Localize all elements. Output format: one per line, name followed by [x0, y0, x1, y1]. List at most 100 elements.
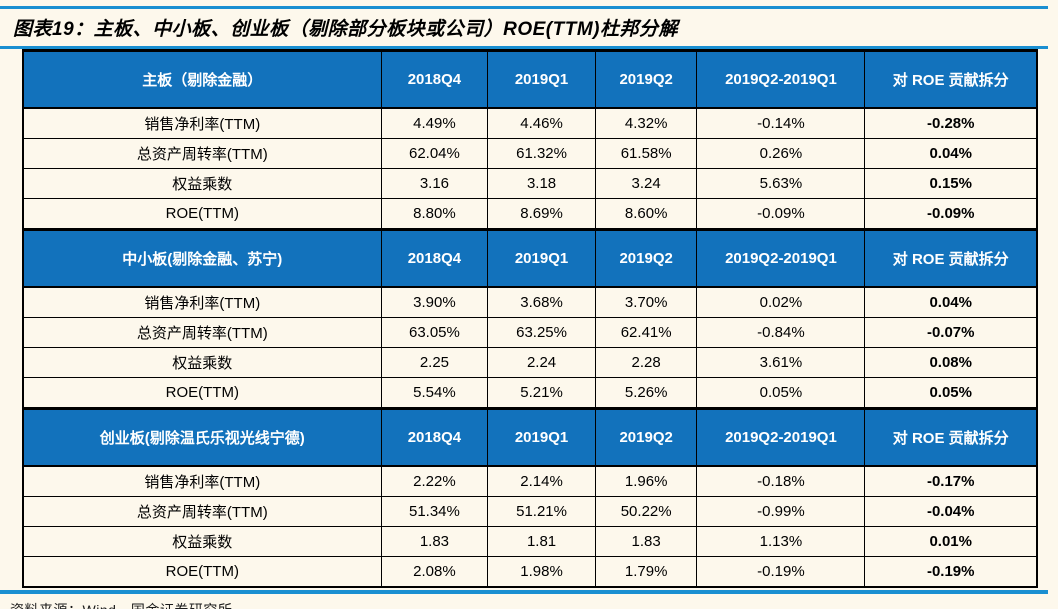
value-cell: 3.24: [594, 168, 698, 199]
metric-label: 总资产周转率(TTM): [22, 138, 382, 169]
table-bottom-rule: [0, 590, 1048, 594]
value-cell: 1.13%: [696, 526, 866, 557]
table-row: 销售净利率(TTM) 4.49% 4.46% 4.32% -0.14% -0.2…: [22, 107, 1038, 139]
contribution-cell: 0.04%: [864, 138, 1038, 169]
col-header-2019q2: 2019Q2: [594, 407, 698, 467]
value-cell: 0.02%: [696, 286, 866, 318]
col-header-diff: 2019Q2-2019Q1: [696, 49, 866, 109]
contribution-cell: 0.01%: [864, 526, 1038, 557]
col-header-diff: 2019Q2-2019Q1: [696, 407, 866, 467]
roe-dupont-table: 主板（剔除金融） 2018Q4 2019Q1 2019Q2 2019Q2-201…: [22, 49, 1038, 588]
metric-label: 销售净利率(TTM): [22, 465, 382, 497]
value-cell: 61.58%: [594, 138, 698, 169]
value-cell: 3.90%: [380, 286, 489, 318]
value-cell: 1.83: [594, 526, 698, 557]
contribution-cell: 0.04%: [864, 286, 1038, 318]
value-cell: 61.32%: [487, 138, 596, 169]
contribution-cell: -0.09%: [864, 198, 1038, 230]
value-cell: 4.49%: [380, 107, 489, 139]
value-cell: 5.54%: [380, 377, 489, 409]
value-cell: 51.34%: [380, 496, 489, 527]
value-cell: 51.21%: [487, 496, 596, 527]
value-cell: 3.61%: [696, 347, 866, 378]
col-header-2019q2: 2019Q2: [594, 228, 698, 288]
value-cell: 5.21%: [487, 377, 596, 409]
table-row: ROE(TTM) 5.54% 5.21% 5.26% 0.05% 0.05%: [22, 377, 1038, 409]
value-cell: 62.41%: [594, 317, 698, 348]
value-cell: 1.79%: [594, 556, 698, 588]
value-cell: -0.14%: [696, 107, 866, 139]
table-row: 权益乘数 1.83 1.81 1.83 1.13% 0.01%: [22, 526, 1038, 557]
value-cell: 63.25%: [487, 317, 596, 348]
value-cell: 2.28: [594, 347, 698, 378]
title-divider-rule: [0, 46, 1048, 49]
col-header-roe-contribution: 对 ROE 贡献拆分: [864, 228, 1038, 288]
section-header-chinext-board: 创业板(剔除温氏乐视光线宁德) 2018Q4 2019Q1 2019Q2 201…: [22, 407, 1038, 467]
value-cell: 2.14%: [487, 465, 596, 497]
value-cell: 0.05%: [696, 377, 866, 409]
value-cell: 2.22%: [380, 465, 489, 497]
contribution-cell: -0.04%: [864, 496, 1038, 527]
col-header-2018q4: 2018Q4: [380, 407, 489, 467]
metric-label: 总资产周转率(TTM): [22, 496, 382, 527]
contribution-cell: -0.19%: [864, 556, 1038, 588]
table-row: 权益乘数 3.16 3.18 3.24 5.63% 0.15%: [22, 168, 1038, 199]
value-cell: 2.08%: [380, 556, 489, 588]
table-row: 销售净利率(TTM) 2.22% 2.14% 1.96% -0.18% -0.1…: [22, 465, 1038, 497]
contribution-cell: 0.05%: [864, 377, 1038, 409]
value-cell: 2.24: [487, 347, 596, 378]
value-cell: 8.60%: [594, 198, 698, 230]
value-cell: 3.68%: [487, 286, 596, 318]
value-cell: 8.69%: [487, 198, 596, 230]
value-cell: 3.70%: [594, 286, 698, 318]
value-cell: 3.16: [380, 168, 489, 199]
table-row: 销售净利率(TTM) 3.90% 3.68% 3.70% 0.02% 0.04%: [22, 286, 1038, 318]
value-cell: 5.63%: [696, 168, 866, 199]
table-row: 总资产周转率(TTM) 63.05% 63.25% 62.41% -0.84% …: [22, 317, 1038, 348]
value-cell: 1.81: [487, 526, 596, 557]
value-cell: 4.32%: [594, 107, 698, 139]
metric-label: 销售净利率(TTM): [22, 107, 382, 139]
section-name: 中小板(剔除金融、苏宁): [22, 228, 382, 288]
contribution-cell: -0.17%: [864, 465, 1038, 497]
col-header-roe-contribution: 对 ROE 贡献拆分: [864, 49, 1038, 109]
value-cell: 62.04%: [380, 138, 489, 169]
value-cell: -0.84%: [696, 317, 866, 348]
value-cell: 1.96%: [594, 465, 698, 497]
value-cell: 50.22%: [594, 496, 698, 527]
value-cell: 1.83: [380, 526, 489, 557]
metric-label: 总资产周转率(TTM): [22, 317, 382, 348]
col-header-2019q1: 2019Q1: [487, 49, 596, 109]
metric-label: 权益乘数: [22, 168, 382, 199]
contribution-cell: 0.08%: [864, 347, 1038, 378]
value-cell: 2.25: [380, 347, 489, 378]
table-row: 权益乘数 2.25 2.24 2.28 3.61% 0.08%: [22, 347, 1038, 378]
metric-label: ROE(TTM): [22, 198, 382, 230]
metric-label: 权益乘数: [22, 526, 382, 557]
value-cell: 0.26%: [696, 138, 866, 169]
table-row: 总资产周转率(TTM) 62.04% 61.32% 61.58% 0.26% 0…: [22, 138, 1038, 169]
data-source-note: 资料来源：Wind、国金证券研究所: [0, 594, 1058, 609]
metric-label: 权益乘数: [22, 347, 382, 378]
value-cell: 1.98%: [487, 556, 596, 588]
value-cell: 63.05%: [380, 317, 489, 348]
value-cell: -0.18%: [696, 465, 866, 497]
contribution-cell: 0.15%: [864, 168, 1038, 199]
section-name: 主板（剔除金融）: [22, 49, 382, 109]
col-header-2019q2: 2019Q2: [594, 49, 698, 109]
value-cell: 3.18: [487, 168, 596, 199]
table-row: ROE(TTM) 2.08% 1.98% 1.79% -0.19% -0.19%: [22, 556, 1038, 588]
value-cell: -0.09%: [696, 198, 866, 230]
section-name: 创业板(剔除温氏乐视光线宁德): [22, 407, 382, 467]
col-header-2019q1: 2019Q1: [487, 228, 596, 288]
col-header-diff: 2019Q2-2019Q1: [696, 228, 866, 288]
col-header-2019q1: 2019Q1: [487, 407, 596, 467]
table-row: ROE(TTM) 8.80% 8.69% 8.60% -0.09% -0.09%: [22, 198, 1038, 230]
table-row: 总资产周转率(TTM) 51.34% 51.21% 50.22% -0.99% …: [22, 496, 1038, 527]
col-header-2018q4: 2018Q4: [380, 49, 489, 109]
contribution-cell: -0.28%: [864, 107, 1038, 139]
value-cell: -0.99%: [696, 496, 866, 527]
metric-label: ROE(TTM): [22, 377, 382, 409]
col-header-roe-contribution: 对 ROE 贡献拆分: [864, 407, 1038, 467]
col-header-2018q4: 2018Q4: [380, 228, 489, 288]
